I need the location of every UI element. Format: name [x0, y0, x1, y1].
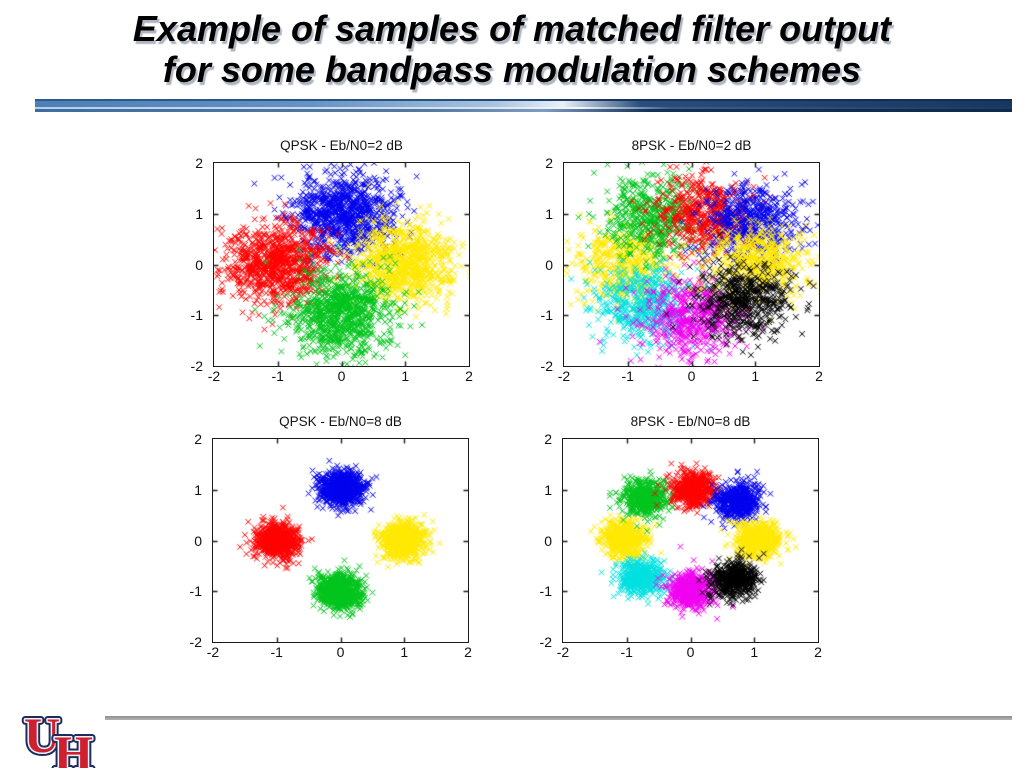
y-tick-label: -2 [189, 634, 202, 650]
plot-title: 8PSK - Eb/N0=8 dB [630, 414, 751, 429]
x-tick-label: 2 [814, 644, 822, 660]
y-tick-label: -1 [189, 583, 202, 600]
scatter-canvas [214, 163, 469, 366]
x-tick-label: -1 [270, 644, 283, 660]
x-tick-label: -1 [271, 368, 284, 384]
y-tick-label: 2 [545, 155, 553, 171]
y-axis-tick-labels: 2 1 0 -1 -2 [522, 155, 558, 374]
x-axis-tick-labels: -2 -1 0 1 2 [208, 368, 473, 386]
scatter-canvas [213, 439, 468, 642]
divider-stripe-bottom [35, 109, 1012, 112]
scatter-canvas [564, 163, 819, 366]
y-tick-label: 1 [195, 205, 203, 222]
x-tick-label: 0 [336, 644, 345, 660]
plot-title: 8PSK - Eb/N0=2 dB [631, 138, 752, 153]
x-tick-label: 1 [401, 368, 410, 384]
x-tick-label: 0 [337, 368, 346, 384]
divider-stripe-light [35, 107, 1012, 109]
y-tick-label: 2 [194, 431, 202, 447]
x-axis-tick-labels: -2 -1 0 1 2 [207, 644, 472, 662]
y-tick-label: 2 [544, 431, 552, 447]
plot-title: QPSK - Eb/N0=8 dB [279, 414, 402, 429]
svg-text:U: U [24, 707, 60, 763]
y-tick-label: 1 [545, 205, 553, 222]
y-tick-label: 0 [545, 256, 553, 273]
x-tick-label: 1 [751, 368, 760, 384]
x-tick-label: 0 [687, 368, 696, 384]
university-of-houston-logo: U U U H H H [21, 704, 97, 768]
y-tick-label: -2 [190, 358, 203, 374]
x-tick-label: 2 [465, 368, 473, 384]
x-tick-label: 1 [400, 644, 409, 660]
svg-text:H: H [54, 725, 93, 768]
x-tick-label: 2 [464, 644, 472, 660]
x-tick-label: 0 [686, 644, 695, 660]
svg-text:U: U [24, 707, 60, 763]
y-tick-label: 0 [195, 256, 203, 273]
x-tick-label: -2 [207, 368, 221, 384]
y-tick-label: -2 [540, 358, 553, 374]
x-axis-tick-labels: -2 -1 0 1 2 [557, 644, 822, 662]
x-tick-label: 1 [750, 644, 759, 660]
x-tick-label: -2 [557, 368, 571, 384]
svg-text:U: U [24, 707, 60, 763]
plot-8psk-8db: 8PSK - Eb/N0=8 dB 2 1 0 -1 -2 -2 -1 0 1 2 [540, 414, 822, 660]
logo-letter-h-icon: H H H [51, 722, 97, 768]
title-divider-bar [35, 99, 1012, 112]
footer-divider-line [105, 716, 1012, 720]
svg-text:H: H [54, 725, 93, 768]
slide-title-line-2: for some bandpass modulation schemes [162, 49, 862, 90]
y-tick-label: 0 [194, 532, 202, 549]
x-tick-label: -1 [621, 368, 634, 384]
y-axis-tick-labels: 2 1 0 -1 -2 [172, 155, 208, 374]
slide-title: Example of samples of matched filter out… [0, 8, 1024, 90]
y-tick-label: 1 [544, 481, 552, 498]
svg-text:H: H [54, 725, 93, 768]
y-tick-label: 2 [195, 155, 203, 171]
y-axis-tick-labels: 2 1 0 -1 -2 [521, 431, 557, 650]
y-tick-label: -1 [539, 583, 552, 600]
x-tick-label: -2 [206, 644, 220, 660]
logo-letter-u-icon: U U U [21, 704, 64, 767]
divider-stripe-top [35, 99, 1012, 101]
plot-qpsk-2db: QPSK - Eb/N0=2 dB 2 1 0 -1 -2 -2 -1 0 1 2 [191, 138, 473, 384]
y-tick-label: 0 [544, 532, 552, 549]
plot-qpsk-8db: QPSK - Eb/N0=8 dB 2 1 0 -1 -2 -2 -1 0 1 2 [190, 414, 472, 660]
slide-title-line-1: Example of samples of matched filter out… [132, 8, 892, 49]
y-axis-tick-labels: 2 1 0 -1 -2 [171, 431, 207, 650]
y-tick-label: -2 [539, 634, 552, 650]
plot-title: QPSK - Eb/N0=2 dB [280, 138, 403, 153]
x-tick-label: 2 [815, 368, 823, 384]
x-axis-tick-labels: -2 -1 0 1 2 [558, 368, 823, 386]
divider-stripe-main [35, 101, 1012, 107]
scatter-canvas [563, 439, 818, 642]
plot-8psk-2db: 8PSK - Eb/N0=2 dB 2 1 0 -1 -2 -2 -1 0 1 2 [541, 138, 823, 384]
y-tick-label: -1 [540, 307, 553, 324]
x-tick-label: -1 [620, 644, 633, 660]
y-tick-label: 1 [194, 481, 202, 498]
y-tick-label: -1 [190, 307, 203, 324]
x-tick-label: -2 [556, 644, 570, 660]
